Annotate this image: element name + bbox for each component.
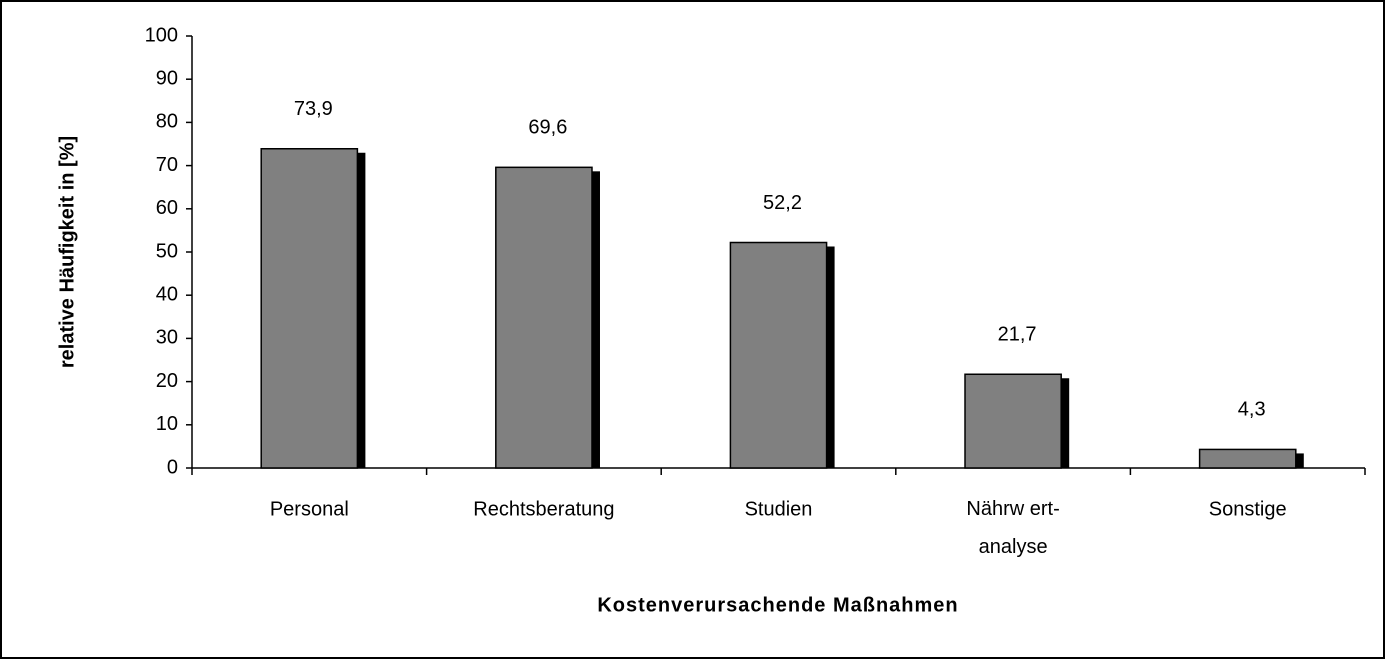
bar-shadow <box>591 171 600 468</box>
y-tick-label: 10 <box>156 413 178 435</box>
bar-shadow <box>1295 453 1304 468</box>
y-tick-label: 50 <box>156 240 178 262</box>
bar <box>964 373 1062 469</box>
bar <box>1198 448 1297 469</box>
y-tick-label: 40 <box>156 283 178 305</box>
x-tick-label: Personal <box>270 498 349 520</box>
value-label: 69,6 <box>528 117 567 139</box>
bar-shadow <box>826 246 835 468</box>
y-tick-label: 60 <box>156 197 178 219</box>
x-axis-label: Kostenverursachende Maßnahmen <box>597 594 958 616</box>
y-tick-label: 100 <box>145 24 178 46</box>
bar <box>729 241 828 469</box>
x-tick-label: Sonstige <box>1209 498 1287 520</box>
y-tick-label: 90 <box>156 67 178 89</box>
bar-shadow <box>357 152 366 468</box>
x-tick-label: Nährw ert-analyse <box>966 498 1059 558</box>
value-label: 52,2 <box>763 192 802 214</box>
y-tick-label: 0 <box>167 456 178 478</box>
value-label: 4,3 <box>1238 399 1266 421</box>
bar-shadow <box>1061 378 1070 468</box>
x-tick-label: Studien <box>745 498 813 520</box>
bar <box>495 166 593 469</box>
y-tick-label: 20 <box>156 370 178 392</box>
x-tick-label: Rechtsberatung <box>473 498 614 520</box>
value-label: 21,7 <box>998 324 1037 346</box>
bar <box>260 148 359 469</box>
y-tick-label: 70 <box>156 154 178 176</box>
value-label: 73,9 <box>294 98 333 120</box>
y-tick-label: 80 <box>156 111 178 133</box>
y-axis-label: relative Häufigkeit in [%] <box>56 136 78 368</box>
y-tick-label: 30 <box>156 327 178 349</box>
